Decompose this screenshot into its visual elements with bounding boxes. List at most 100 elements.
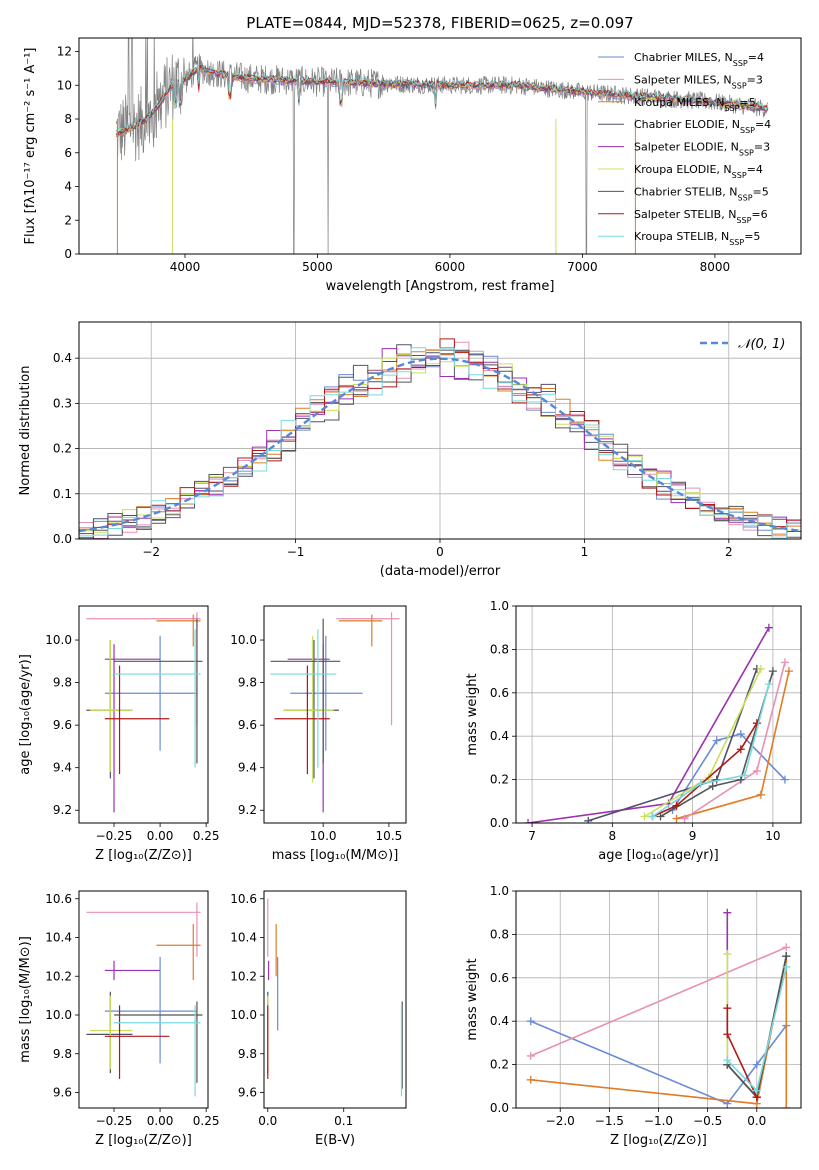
- marker: [782, 952, 791, 961]
- residual-histogram: [79, 348, 801, 539]
- axes-frame: [515, 605, 802, 824]
- spectrum-chart: 4000 5000 6000 7000 8000 0 2 4 6 8 10 12 wavelength …: [23, 37, 802, 294]
- y-tick-label: 10.6: [230, 892, 257, 906]
- marker: [723, 1056, 732, 1065]
- x-axis-label: wavelength [Angstrom, rest frame]: [326, 279, 555, 294]
- y-tick-label: 1.0: [490, 599, 509, 613]
- y-tick-label: 0.8: [490, 642, 509, 656]
- y-tick-label: 9.6: [53, 718, 72, 732]
- y-tick-label: 9.8: [238, 676, 257, 690]
- axes-frame: [263, 605, 407, 824]
- x-tick-label: 10.5: [376, 829, 403, 843]
- x-axis-label: Z [log₁₀(Z/Z⊙)]: [610, 1133, 707, 1148]
- marker: [708, 782, 717, 791]
- y-tick-label: 10.2: [45, 969, 72, 983]
- y-tick-label: 0.4: [490, 1014, 509, 1028]
- x-tick-label: 5000: [302, 260, 333, 274]
- legend-label: Kroupa STELIB, NSSP=5: [634, 230, 760, 247]
- x-tick-label: −2: [142, 545, 160, 559]
- y-tick-label: 0.1: [53, 487, 72, 501]
- y-tick-label: 0.4: [490, 729, 509, 743]
- y-tick-label: 9.8: [238, 1047, 257, 1061]
- marker: [526, 1017, 535, 1026]
- legend-sub: SSP: [738, 193, 753, 202]
- y-axis-label: mass [log₁₀(M/M⊙)]: [18, 936, 33, 1063]
- marker: [723, 949, 732, 958]
- gaussian-curve: [79, 357, 801, 533]
- marker: [736, 775, 745, 784]
- y-tick-label: 0.2: [490, 1058, 509, 1072]
- marker: [782, 1104, 791, 1108]
- y-tick-label: 0.4: [53, 351, 72, 365]
- marker: [782, 943, 791, 952]
- legend-value: =5: [744, 230, 760, 243]
- y-tick-label: 9.6: [238, 1086, 257, 1100]
- x-axis-label: age [log₁₀(age/yr)]: [598, 848, 719, 863]
- y-tick-label: 10.6: [45, 892, 72, 906]
- x-tick-label: 0.0: [747, 1114, 766, 1128]
- model-spectrum: [115, 64, 769, 134]
- axes-frame: [78, 890, 209, 1109]
- y-tick-label: 0.0: [490, 1101, 509, 1115]
- y-tick-label: 0.3: [53, 396, 72, 410]
- mass-vs-EBV-chart: 0.0 0.1 9.6 9.8 10.0 10.2 10.4 10.6 E(B-V): [230, 890, 407, 1148]
- legend-label: Salpeter STELIB, NSSP=6: [634, 208, 768, 225]
- x-tick-label: 0.0: [258, 1114, 277, 1128]
- y-tick-label: 0.6: [490, 971, 509, 985]
- legend-value: =5: [739, 96, 755, 109]
- legend-sub: SSP: [724, 103, 739, 112]
- y-tick-label: 6: [64, 146, 72, 160]
- marker: [780, 658, 789, 667]
- marker: [526, 1075, 535, 1084]
- axes-frame: [78, 37, 802, 255]
- x-tick-label: 9: [689, 829, 697, 843]
- legend-label: Salpeter MILES, NSSP=3: [634, 73, 763, 90]
- marker: [784, 667, 793, 676]
- observed-spectrum: [115, 38, 769, 254]
- y-tick-label: 0.8: [490, 927, 509, 941]
- x-tick-label: 4000: [170, 260, 201, 274]
- y-tick-label: 10.0: [45, 633, 72, 647]
- y-axis-label: Flux [fλ10⁻¹⁷ erg cm⁻² s⁻¹ A⁻¹]: [23, 48, 38, 245]
- legend-label: Kroupa ELODIE, NSSP=4: [634, 163, 763, 180]
- x-tick-label: −0.25: [96, 829, 133, 843]
- marker: [696, 779, 705, 788]
- y-axis-label: age [log₁₀(age/yr)]: [18, 654, 33, 775]
- x-tick-label: −0.5: [693, 1114, 722, 1128]
- x-tick-label: 8: [609, 829, 617, 843]
- legend-sub: SSP: [739, 148, 754, 157]
- x-tick-label: −1.5: [595, 1114, 624, 1128]
- x-tick-label: 6000: [435, 260, 466, 274]
- plot-area: [86, 902, 203, 1097]
- x-tick-label: 10.0: [310, 829, 337, 843]
- marker: [782, 962, 791, 971]
- x-tick-label: −0.25: [96, 1114, 133, 1128]
- y-tick-label: 10.0: [45, 1008, 72, 1022]
- x-tick-label: 10: [765, 829, 780, 843]
- legend-value: =6: [751, 208, 767, 221]
- y-tick-label: 0: [64, 247, 72, 261]
- marker: [584, 816, 593, 823]
- plot-area: [270, 612, 400, 813]
- x-tick-label: 1: [581, 545, 589, 559]
- x-tick-label: 0.25: [193, 1114, 220, 1128]
- marker: [672, 814, 681, 823]
- legend-label: Chabrier MILES, NSSP=4: [634, 51, 764, 68]
- y-tick-label: 0.0: [490, 816, 509, 830]
- marker: [723, 1004, 732, 1013]
- weight-line: [652, 722, 758, 818]
- y-tick-label: 10.0: [230, 633, 257, 647]
- y-tick-label: 2: [64, 213, 72, 227]
- y-tick-label: 4: [64, 180, 72, 194]
- y-tick-label: 8: [64, 112, 72, 126]
- y-tick-label: 10.4: [45, 931, 72, 945]
- weight-vs-Z-chart: −2.0 −1.5 −1.0 −0.5 0.0 0.0 0.2 0.4 0.6 0.8 1.0 Z […: [465, 884, 802, 1148]
- x-tick-label: 2: [725, 545, 733, 559]
- y-tick-label: 12: [57, 45, 72, 59]
- age-vs-Z-chart: −0.25 0.00 0.25 9.2 9.4 9.6 9.8 10.0 Z [log₁₀(Z/…: [18, 605, 220, 863]
- y-tick-label: 9.8: [53, 676, 72, 690]
- legend-sub: SSP: [732, 81, 747, 90]
- mass-vs-Z-chart: −0.25 0.00 0.25 9.6 9.8 10.0 10.2 10.4 10.6 Z [lo…: [18, 890, 220, 1148]
- age-vs-mass-chart: 10.0 10.5 9.2 9.4 9.6 9.8 10.0 mass [log₁₀(M/M⊙…: [230, 605, 407, 863]
- weight-line: [652, 683, 770, 818]
